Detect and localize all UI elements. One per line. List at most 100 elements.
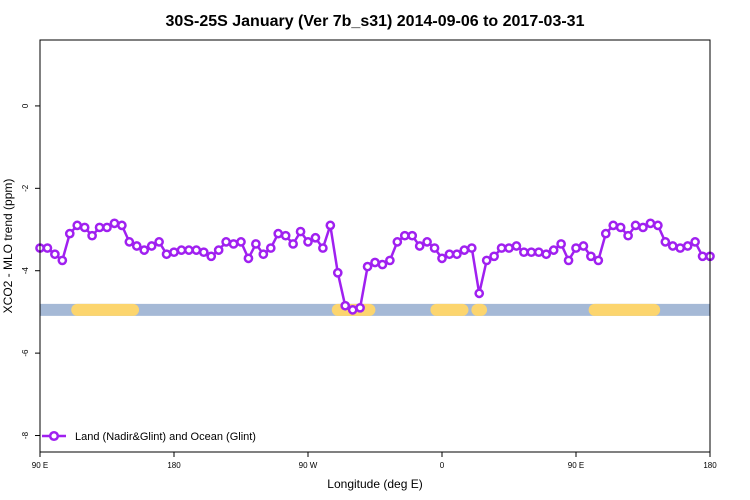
data-point (332, 267, 343, 278)
data-point (667, 241, 678, 251)
data-point (548, 245, 559, 255)
x-tick-label: 180 (167, 461, 181, 470)
data-point (593, 255, 604, 266)
data-point (690, 237, 700, 247)
data-point (429, 243, 440, 253)
data-point (563, 255, 574, 266)
data-point (124, 237, 135, 247)
y-axis: 0 -2 -4 -6 -8 (21, 103, 40, 439)
data-point (347, 305, 358, 315)
data-point (340, 300, 351, 311)
y-tick-label: -2 (21, 184, 30, 192)
data-point (295, 226, 306, 237)
data-point (645, 218, 656, 229)
data-point (653, 220, 663, 231)
data-point (362, 261, 373, 272)
data-point (146, 241, 157, 251)
x-tick-label: 180 (703, 461, 717, 470)
data-point (519, 247, 529, 258)
data-point (370, 257, 380, 268)
data-point (385, 255, 395, 266)
data-point (325, 220, 336, 231)
data-point (251, 239, 261, 249)
data-point (191, 245, 202, 255)
data-point (407, 230, 418, 241)
x-tick-label: 0 (440, 461, 445, 470)
data-point (310, 232, 321, 243)
data-point (236, 237, 246, 247)
data-point (355, 302, 365, 313)
data-point (154, 237, 164, 247)
data-point (608, 220, 619, 231)
y-tick-label: -4 (21, 267, 30, 275)
data-point (176, 245, 187, 255)
legend-marker (48, 430, 60, 442)
data-point (526, 247, 537, 258)
data-point (571, 243, 581, 253)
data-point (258, 249, 269, 260)
y-axis-label: XCO2 - MLO trend (ppm) (1, 179, 15, 314)
y-tick-label: -8 (21, 431, 30, 439)
legend: Land (Nadir&Glint) and Ocean (Glint) (42, 430, 256, 443)
data-point (377, 259, 388, 270)
x-axis: 90 E 180 90 W 0 90 E 180 (32, 452, 717, 470)
data-point (318, 243, 328, 253)
data-point (481, 255, 492, 266)
data-point (541, 249, 552, 260)
data-point (221, 237, 231, 247)
data-point (139, 245, 150, 255)
x-tick-label: 90 E (568, 461, 584, 470)
y-tick-label: 0 (21, 103, 30, 108)
data-point (697, 251, 708, 262)
data-point (556, 239, 566, 249)
data-point (228, 239, 239, 249)
data-point (102, 222, 112, 233)
data-point (303, 237, 313, 247)
data-point (169, 247, 179, 258)
data-point (243, 253, 254, 264)
data-point (489, 251, 499, 262)
series-layer (35, 218, 715, 315)
data-point (437, 253, 447, 264)
data-point (496, 243, 507, 253)
data-point (288, 239, 298, 249)
data-point (444, 249, 455, 260)
data-point (414, 241, 425, 251)
data-point (504, 243, 514, 253)
data-point (213, 245, 224, 255)
data-point (459, 245, 470, 255)
data-point (42, 243, 53, 253)
data-point (615, 222, 626, 233)
data-point (50, 249, 60, 260)
data-point (198, 247, 209, 258)
data-point (280, 230, 291, 241)
data-point (94, 222, 105, 233)
data-point (64, 228, 75, 239)
data-point (72, 220, 83, 231)
data-point (586, 251, 596, 262)
data-point (399, 230, 410, 241)
data-point (533, 247, 544, 258)
data-point (474, 288, 485, 299)
data-point (206, 251, 217, 262)
data-point (161, 249, 172, 260)
data-point (392, 237, 403, 247)
data-point (660, 237, 671, 247)
data-point (452, 249, 462, 260)
data-point (109, 218, 120, 229)
chart-title: 30S-25S January (Ver 7b_s31) 2014-09-06 … (166, 13, 585, 30)
data-point (57, 255, 68, 266)
y-tick-label: -6 (21, 349, 30, 357)
data-point (600, 228, 611, 239)
legend-label: Land (Nadir&Glint) and Ocean (Glint) (75, 431, 256, 443)
data-point (682, 241, 693, 251)
plot-frame (39, 39, 711, 453)
data-point (131, 241, 142, 251)
data-point (117, 220, 127, 231)
data-point (466, 243, 477, 253)
data-point (638, 222, 648, 233)
x-tick-label: 90 W (299, 461, 318, 470)
data-point (675, 243, 686, 253)
data-point (273, 228, 284, 239)
